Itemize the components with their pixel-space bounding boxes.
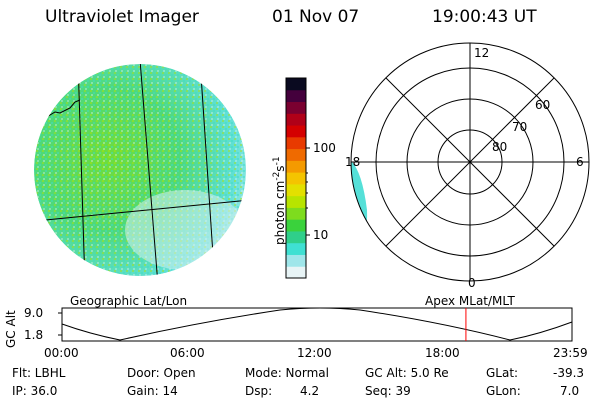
seq-info: Seq: 39 [365,384,411,398]
glat-value: -39.3 [553,366,585,380]
colorbar-band [286,125,306,138]
x-tick-0000: 00:00 [44,346,79,360]
filter-info: Flt: LBHL [12,366,66,380]
glon-value: 7.0 [560,384,580,398]
x-tick-2359: 23:59 [553,346,588,360]
colorbar-band [286,183,306,197]
y-axis-label: GC Alt [4,310,18,348]
x-tick-0600: 06:00 [170,346,205,360]
mlt-label-0: 0 [468,276,476,290]
colorbar-band [286,136,306,150]
colorbar-band [286,160,306,173]
colorbar-band [286,230,306,244]
colorbar-band [286,195,306,208]
colorbar-band [286,101,306,114]
colorbar-tick-10: 10 [313,228,329,242]
gc-alt-info: GC Alt: 5.0 Re [365,366,449,380]
colorbar-unit-label: photon cm-2s-1 [272,156,287,245]
apex-caption: Apex MLat/MLT [425,294,515,308]
mlt-label-18: 18 [345,155,361,169]
unit-s: s [273,165,287,172]
y-tick-1-8: 1.8 [24,328,44,342]
x-tick-1200: 12:00 [297,346,332,360]
colorbar-band [286,89,306,103]
lat-label-70: 70 [512,120,528,134]
ip-info: IP: 36.0 [12,384,58,398]
colorbar-band [286,172,306,185]
x-tick-1800: 18:00 [425,346,460,360]
glon-label: GLon: [486,384,521,398]
colorbar [285,77,310,279]
glat-label: GLat: [486,366,519,380]
colorbar-band [286,113,306,126]
lat-label-80: 80 [492,140,508,154]
unit-text: photon cm [273,180,287,245]
unit-exp1: -2 [272,171,282,181]
gain-info: Gain: 14 [127,384,178,398]
colorbar-outline [285,77,307,279]
colorbar-band [286,254,306,267]
colorbar-band [286,219,306,232]
y-tick-9: 9.0 [24,306,44,320]
mlt-label-12: 12 [474,46,490,60]
unit-exp2: -1 [272,156,282,166]
colorbar-tick-100: 100 [313,141,336,155]
dsp-label: Dsp: [245,384,273,398]
instrument-title: Ultraviolet Imager [45,7,199,27]
mode-info: Mode: Normal [245,366,329,380]
lat-label-60: 60 [535,98,551,112]
door-info: Door: Open [127,366,196,380]
colorbar-band [286,242,306,255]
date-label: 01 Nov 07 [272,7,360,27]
dsp-value: 4.2 [300,384,320,398]
time-label: 19:00:43 UT [432,7,537,27]
colorbar-band [286,78,306,91]
colorbar-band [286,148,306,161]
colorbar-band [286,207,306,220]
mlt-label-6: 6 [576,155,584,169]
geographic-caption: Geographic Lat/Lon [70,294,188,308]
colorbar-band [286,266,306,279]
